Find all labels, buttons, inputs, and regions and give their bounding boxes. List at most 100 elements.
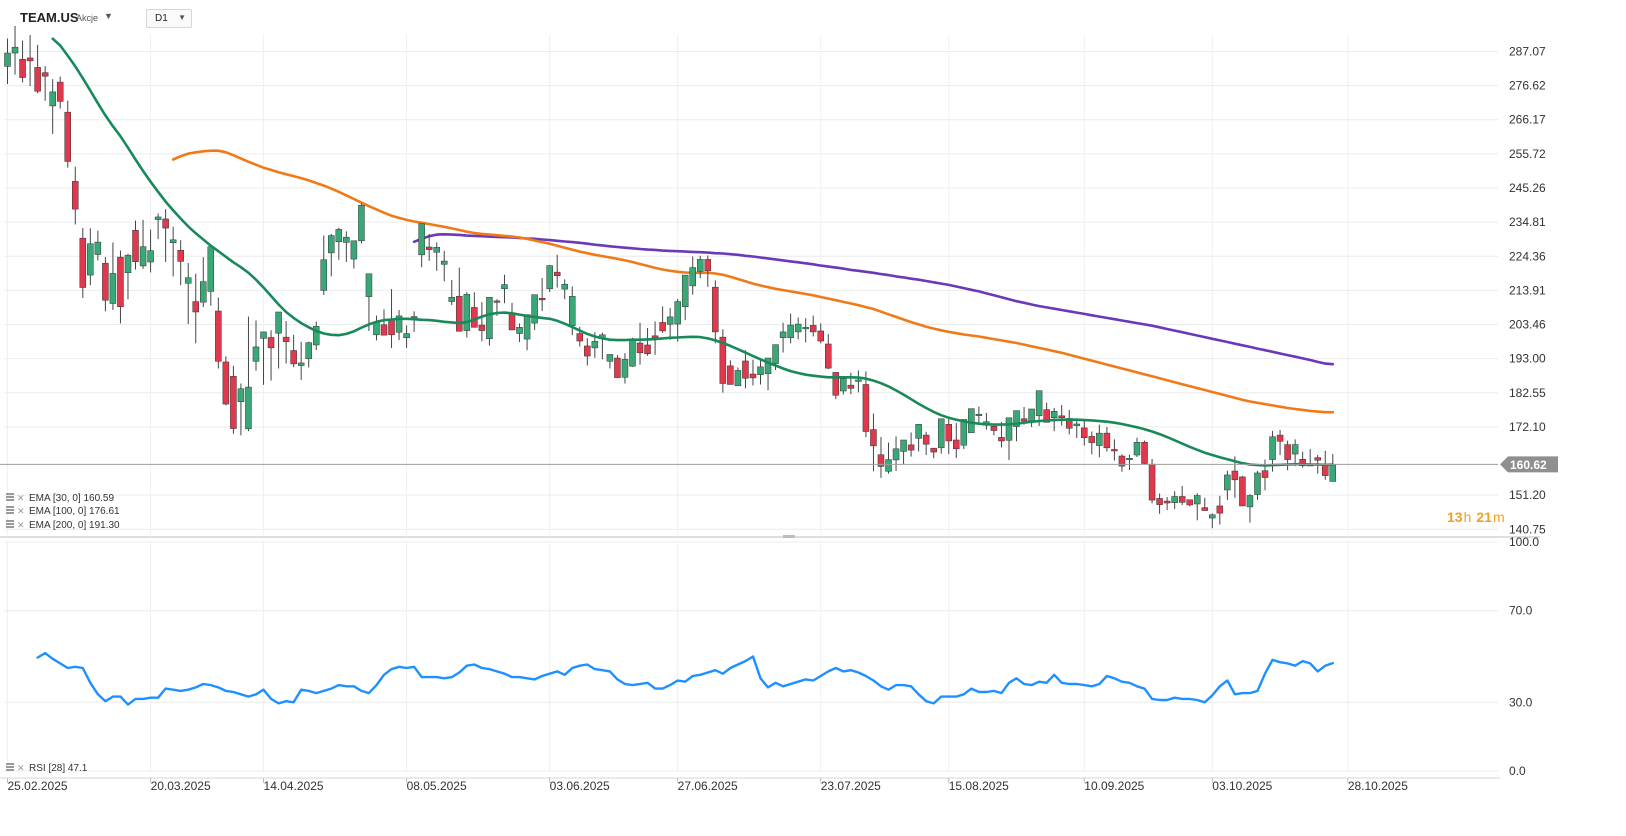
candle[interactable] [471,292,478,328]
candle[interactable] [463,292,471,338]
candle[interactable] [260,331,267,385]
candle[interactable] [169,226,177,277]
candle[interactable] [358,203,365,244]
candle[interactable] [41,66,49,101]
candle[interactable] [162,209,169,263]
candle[interactable] [523,314,531,351]
candle[interactable] [915,424,922,452]
candle[interactable] [350,240,358,269]
candle[interactable] [305,341,312,368]
candle[interactable] [79,228,87,298]
settings-icon[interactable] [6,763,14,765]
candle[interactable] [282,321,290,364]
candle[interactable] [365,273,373,331]
candle[interactable] [1209,513,1216,529]
candle[interactable] [373,315,380,341]
candle[interactable] [433,242,440,271]
candle[interactable] [4,38,11,85]
candle[interactable] [712,280,719,344]
candle[interactable] [508,302,516,331]
candle[interactable] [629,337,636,367]
pane-resize-handle[interactable] [783,535,795,538]
candle[interactable] [870,413,877,472]
price-axis[interactable]: 287.07 276.62 266.17 255.72 245.26 234.81 224.… [1509,45,1546,537]
candle[interactable] [734,367,742,387]
candle[interactable] [64,100,71,168]
candle[interactable] [312,321,320,351]
candle[interactable] [1118,454,1126,472]
candle[interactable] [395,310,403,341]
candle[interactable] [1088,431,1096,455]
candle[interactable] [681,274,689,321]
symbol-name[interactable]: TEAM.US [20,10,79,25]
candle[interactable] [885,442,892,474]
time-axis[interactable]: 25.02.2025 20.03.2025 14.04.2025 08.05.2025… [7,778,1409,793]
settings-icon[interactable] [6,496,14,498]
candle[interactable] [117,250,124,324]
candle[interactable] [606,354,614,369]
candle[interactable] [1231,456,1239,498]
candle[interactable] [1291,439,1299,467]
settings-icon[interactable] [6,520,14,522]
candle[interactable] [809,315,817,337]
candle[interactable] [109,242,117,311]
candle[interactable] [1329,454,1337,482]
candle[interactable] [252,320,260,371]
candle[interactable] [749,359,757,386]
candle[interactable] [779,322,787,353]
candle[interactable] [930,447,937,459]
candle[interactable] [794,317,802,340]
candle[interactable] [222,356,230,406]
settings-icon[interactable] [6,769,14,771]
candle[interactable] [177,240,184,286]
candle[interactable] [124,253,132,300]
candle[interactable] [11,25,19,75]
candle[interactable] [1043,402,1050,423]
candle[interactable] [1141,440,1148,465]
candle[interactable] [787,313,794,344]
candle[interactable] [1246,494,1254,523]
candle[interactable] [516,323,523,343]
candle[interactable] [990,426,998,436]
candle[interactable] [1073,418,1081,439]
candle[interactable] [757,358,764,385]
candle[interactable] [877,437,885,478]
candle[interactable] [425,233,433,261]
candle[interactable] [1013,410,1020,442]
candle[interactable] [290,334,297,368]
candle[interactable] [719,329,727,393]
legend-rsi[interactable]: ✕ RSI [28] 47.1 [6,763,88,774]
candle[interactable] [328,233,335,277]
candle[interactable] [486,297,493,346]
settings-icon[interactable] [6,526,14,528]
candle[interactable] [998,422,1005,448]
candle[interactable] [1284,440,1291,471]
candle[interactable] [154,213,162,240]
candle[interactable] [960,419,968,450]
candle[interactable] [440,250,448,282]
candle[interactable] [727,360,734,385]
settings-icon[interactable] [6,493,14,495]
candle[interactable] [674,298,681,342]
candle[interactable] [531,294,538,330]
settings-icon[interactable] [6,512,14,514]
candle[interactable] [937,418,945,454]
candle[interactable] [862,371,870,438]
settings-icon[interactable] [6,509,14,511]
settings-icon[interactable] [6,499,14,501]
candle[interactable] [380,309,388,336]
candle[interactable] [1216,495,1224,525]
candle[interactable] [1186,499,1193,507]
candle[interactable] [817,323,824,344]
legend-ema30[interactable]: ✕ EMA [30, 0] 160.59 [6,493,114,504]
candle[interactable] [1111,439,1118,461]
candle[interactable] [320,235,328,296]
candle[interactable] [1133,437,1141,457]
candle[interactable] [1081,420,1088,446]
candle[interactable] [614,355,621,378]
candle[interactable] [56,76,64,109]
candle[interactable] [478,302,486,342]
rsi-axis[interactable]: 100.0 70.0 30.0 0.0 [1509,535,1539,778]
candle[interactable] [1276,429,1284,456]
